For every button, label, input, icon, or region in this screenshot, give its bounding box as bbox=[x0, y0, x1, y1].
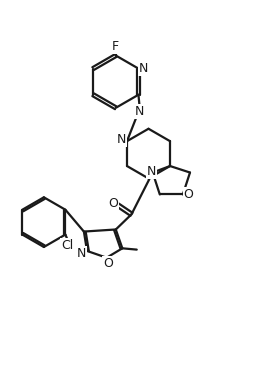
Text: N: N bbox=[147, 165, 156, 178]
Text: O: O bbox=[184, 188, 194, 201]
Text: Cl: Cl bbox=[61, 239, 74, 252]
Text: N: N bbox=[77, 246, 86, 259]
Text: O: O bbox=[108, 196, 118, 209]
Text: N: N bbox=[135, 105, 144, 118]
Text: N: N bbox=[139, 62, 148, 75]
Text: N: N bbox=[117, 132, 126, 145]
Text: F: F bbox=[112, 40, 119, 53]
Text: O: O bbox=[103, 257, 113, 270]
